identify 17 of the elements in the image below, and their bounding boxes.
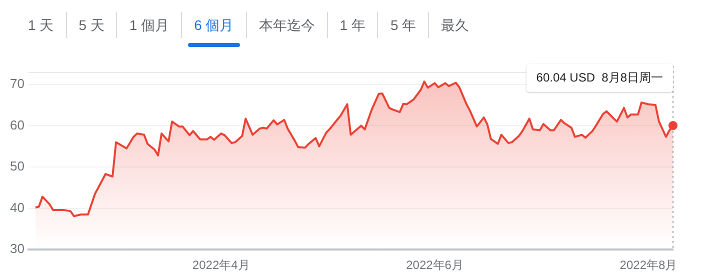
text: 5 天: [66, 12, 116, 38]
text: 1 年: [326, 12, 378, 38]
x-tick-label: 2022年8月: [620, 258, 678, 272]
text: 本年迄今: [246, 12, 327, 38]
text: 最久: [428, 12, 482, 38]
x-tick-label: 2022年4月: [192, 258, 250, 272]
ref-line-label: 60.04 USD 8月8日周一: [536, 70, 664, 84]
x-tick-label: 2022年6月: [406, 258, 464, 272]
text: 6 個月: [181, 12, 246, 38]
y-tick-label: 70: [10, 76, 24, 91]
y-tick-label: 50: [10, 158, 24, 174]
text: 1 天: [27, 16, 55, 35]
y-tick-label: 60: [10, 117, 24, 132]
text: 1 個月: [116, 12, 182, 38]
text: 5 年: [377, 12, 428, 38]
y-tick-label: 40: [10, 200, 24, 215]
y-tick-label: 30: [10, 241, 24, 256]
